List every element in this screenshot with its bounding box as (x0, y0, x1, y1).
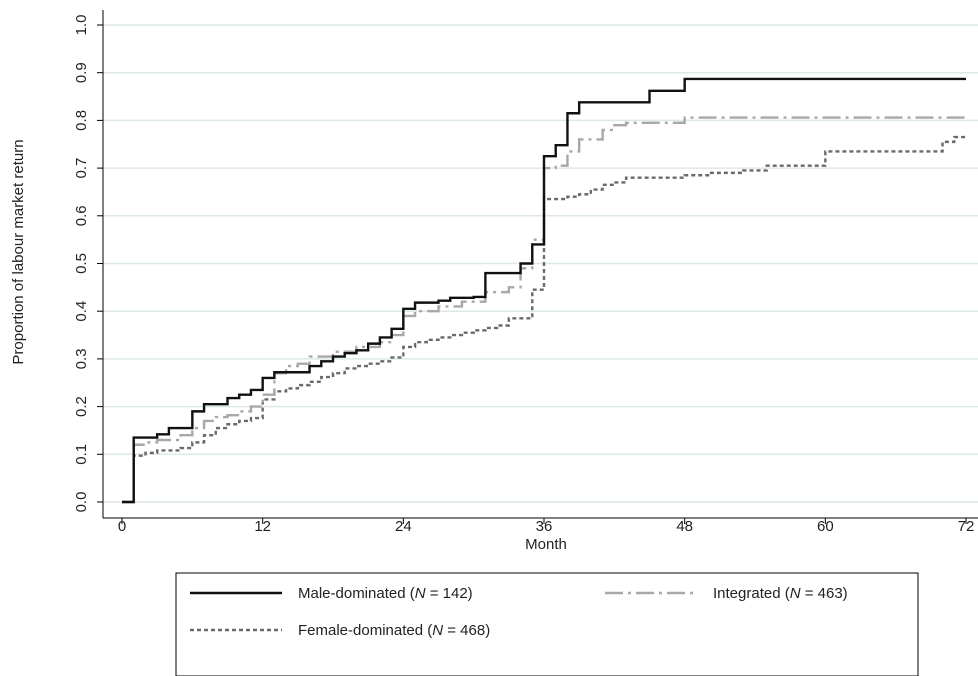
x-tick-label: 0 (118, 518, 126, 535)
x-tick-label: 24 (395, 518, 412, 535)
x-axis-title: Month (525, 536, 567, 553)
y-tick-label: 0.7 (73, 158, 90, 179)
legend-label-1: Integrated (N = 463) (713, 585, 848, 602)
x-tick-label: 36 (536, 518, 553, 535)
grid-lines (103, 24, 978, 503)
y-tick-label: 0.1 (73, 444, 90, 465)
x-tick-label: 12 (254, 518, 271, 535)
y-axis-title: Proportion of labour market return (10, 139, 27, 364)
y-tick-label: 0.2 (73, 396, 90, 417)
y-tick-label: 0.6 (73, 205, 90, 226)
legend-box (175, 572, 919, 676)
series-line-2 (122, 135, 966, 504)
x-tick-label: 48 (676, 518, 693, 535)
legend: Male-dominated (N = 142) Integrated (N = … (175, 572, 919, 676)
series-line-0 (122, 77, 966, 504)
y-tick-label: 0.4 (73, 301, 90, 322)
y-tick-label: 0.5 (73, 253, 90, 274)
legend-label-2: Female-dominated (N = 468) (298, 622, 490, 639)
x-tick-label: 72 (958, 518, 975, 535)
x-tick-label: 60 (817, 518, 834, 535)
y-tick-label: 0.9 (73, 62, 90, 83)
series-lines (122, 77, 966, 504)
y-ticks: 0.0 0.1 0.2 0.3 0.4 0.5 0.6 0.7 0.8 0.9 1.0 (73, 15, 103, 513)
y-tick-label: 1.0 (73, 15, 90, 36)
x-ticks: 0 12 24 36 48 60 72 (118, 518, 975, 535)
y-tick-label: 0.0 (73, 492, 90, 513)
y-tick-label: 0.8 (73, 110, 90, 131)
legend-label-0: Male-dominated (N = 142) (298, 585, 473, 602)
y-tick-label: 0.3 (73, 348, 90, 369)
